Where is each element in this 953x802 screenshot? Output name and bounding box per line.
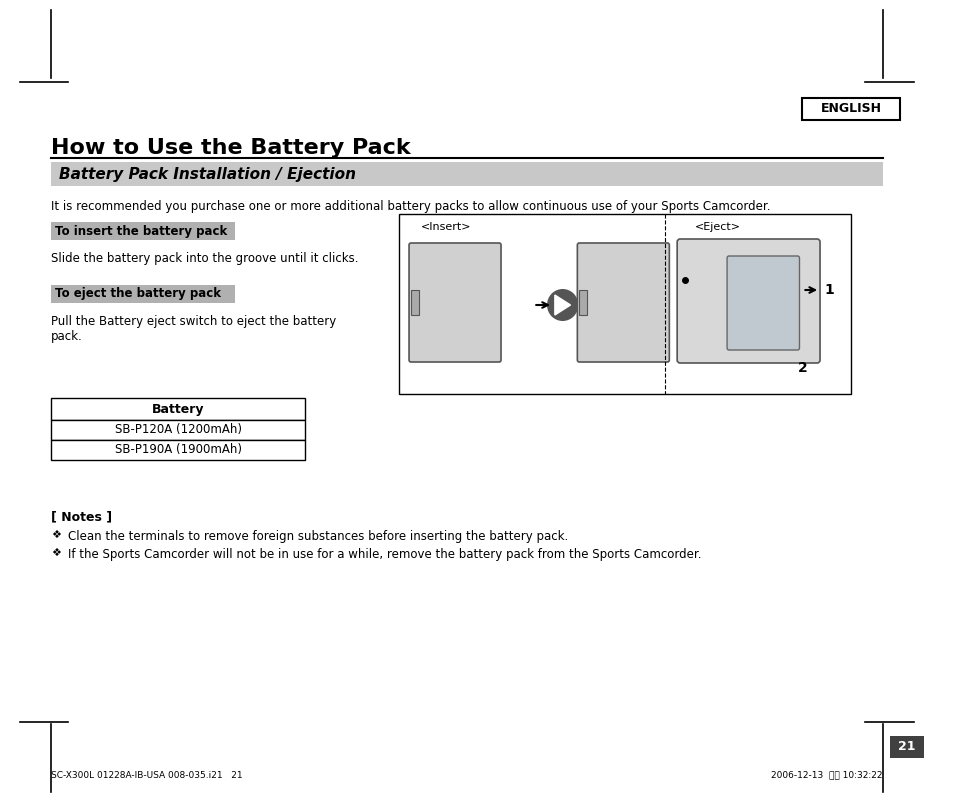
FancyBboxPatch shape: [801, 98, 900, 120]
Bar: [411, 290, 418, 315]
Text: If the Sports Camcorder will not be in use for a while, remove the battery pack : If the Sports Camcorder will not be in u…: [69, 548, 701, 561]
Text: Pull the Battery eject switch to eject the battery
pack.: Pull the Battery eject switch to eject t…: [51, 315, 335, 343]
Bar: [399, 214, 850, 394]
FancyBboxPatch shape: [577, 243, 669, 362]
Text: 2: 2: [797, 361, 806, 375]
Text: SC-X300L 01228A-IB-USA 008-035.i21   21: SC-X300L 01228A-IB-USA 008-035.i21 21: [51, 771, 242, 780]
Text: SB-P120A (1200mAh): SB-P120A (1200mAh): [114, 423, 241, 436]
Bar: [578, 290, 586, 315]
FancyBboxPatch shape: [677, 239, 820, 363]
Text: ❖: ❖: [51, 530, 61, 540]
Text: It is recommended you purchase one or more additional battery packs to allow con: It is recommended you purchase one or mo…: [51, 200, 770, 213]
Circle shape: [546, 289, 578, 321]
Bar: [51, 285, 234, 303]
Text: Battery: Battery: [152, 403, 204, 415]
Text: SB-P190A (1900mAh): SB-P190A (1900mAh): [114, 444, 241, 456]
Bar: [51, 222, 234, 240]
Polygon shape: [555, 295, 570, 315]
Text: [ Notes ]: [ Notes ]: [51, 510, 112, 523]
Text: Battery Pack Installation / Ejection: Battery Pack Installation / Ejection: [59, 167, 355, 181]
Text: ❖: ❖: [51, 548, 61, 558]
Text: <Eject>: <Eject>: [694, 222, 740, 232]
Bar: [889, 736, 923, 758]
FancyBboxPatch shape: [409, 243, 500, 362]
Text: 21: 21: [898, 740, 915, 754]
Text: Slide the battery pack into the groove until it clicks.: Slide the battery pack into the groove u…: [51, 252, 358, 265]
FancyBboxPatch shape: [726, 256, 799, 350]
Text: 1: 1: [824, 283, 834, 297]
Text: Clean the terminals to remove foreign substances before inserting the battery pa: Clean the terminals to remove foreign su…: [69, 530, 568, 543]
Text: To insert the battery pack: To insert the battery pack: [54, 225, 227, 237]
Bar: [51, 420, 305, 440]
Text: ENGLISH: ENGLISH: [820, 103, 881, 115]
Text: How to Use the Battery Pack: How to Use the Battery Pack: [51, 138, 410, 158]
Text: 2006-12-13  오전 10:32:22: 2006-12-13 오전 10:32:22: [770, 771, 882, 780]
Text: <Insert>: <Insert>: [420, 222, 471, 232]
Bar: [51, 440, 305, 460]
Bar: [51, 398, 305, 420]
Text: To eject the battery pack: To eject the battery pack: [54, 287, 220, 301]
Bar: [51, 162, 882, 186]
